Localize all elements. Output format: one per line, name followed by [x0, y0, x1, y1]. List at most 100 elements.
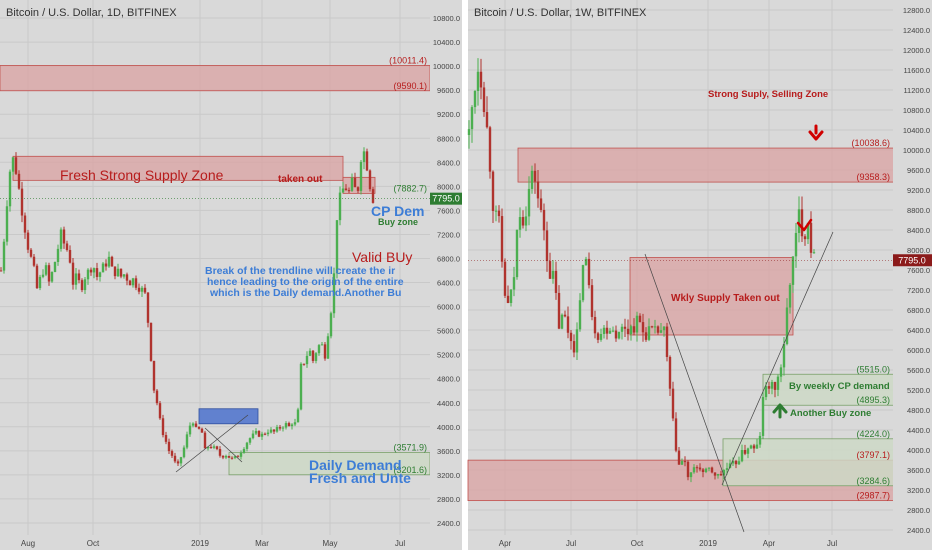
panel-divider — [462, 0, 468, 550]
y-tick-label: 10000.0 — [903, 146, 930, 155]
candle-body — [218, 449, 222, 456]
cp-demand-label: CP Dem — [371, 203, 424, 219]
candle-body — [707, 467, 711, 469]
daily-time-axis[interactable] — [0, 535, 462, 550]
candle-body — [278, 427, 282, 429]
weekly-time-axis[interactable] — [468, 535, 932, 550]
weekly-trendline — [721, 231, 834, 486]
candle-body — [242, 448, 246, 453]
daily-price-axis[interactable] — [430, 0, 462, 535]
candle-body — [158, 403, 162, 419]
candle-body — [266, 432, 270, 435]
candle-body — [527, 188, 531, 217]
candle-body — [326, 336, 330, 359]
candle-body — [716, 473, 720, 476]
candle-body — [785, 307, 789, 345]
level-label: (4224.0) — [856, 429, 890, 439]
candle-body — [248, 438, 252, 443]
candle-body — [614, 330, 618, 339]
x-tick-label: Oct — [631, 539, 644, 548]
candle-body — [149, 322, 153, 361]
daily-last-price: 7795.0 — [432, 194, 460, 204]
candle-body — [668, 356, 672, 389]
candle-body — [119, 268, 123, 277]
candle-body — [173, 455, 177, 462]
candle-body — [98, 272, 102, 277]
candle-body — [371, 189, 375, 203]
x-tick-label: Mar — [255, 539, 269, 548]
level-label: (3571.9) — [393, 443, 427, 453]
candle-body — [164, 435, 168, 442]
weekly-cp-demand-label: By weekly CP demand — [789, 381, 890, 392]
candle-body — [251, 433, 255, 439]
candle-body — [692, 467, 696, 473]
level-label: (3201.6) — [393, 465, 427, 475]
candle-body — [5, 206, 9, 242]
candle-body — [638, 315, 642, 323]
candle-body — [596, 333, 600, 340]
candle-body — [62, 229, 66, 244]
candle-body — [758, 435, 762, 445]
candle-body — [320, 344, 324, 346]
candle-body — [155, 390, 159, 404]
candle-body — [17, 173, 21, 189]
candle-body — [140, 287, 144, 292]
candle-body — [572, 341, 576, 353]
candle-body — [743, 450, 747, 454]
candle-body — [626, 328, 630, 335]
candle-body — [617, 331, 621, 339]
candle-body — [545, 230, 549, 262]
y-tick-label: 2800.0 — [437, 495, 460, 504]
y-tick-label: 12800.0 — [903, 6, 930, 15]
daily-candles — [0, 147, 375, 467]
candle-body — [773, 381, 777, 390]
candle-body — [524, 216, 528, 226]
y-tick-label: 8400.0 — [437, 158, 460, 167]
wkly-supply-label: Wkly Supply Taken out — [671, 293, 780, 304]
candle-body — [632, 326, 636, 333]
candle-body — [590, 285, 594, 317]
candle-body — [533, 170, 537, 182]
y-tick-label: 10000.0 — [433, 62, 460, 71]
y-tick-label: 8800.0 — [907, 206, 930, 215]
weekly-zones — [467, 147, 931, 502]
daily-chart-panel[interactable]: 10800.0 10400.0 10000.0 9600.0 9200.0 8800.0 8… — [0, 0, 462, 550]
candle-body — [53, 261, 57, 273]
candle-body — [803, 236, 807, 240]
y-tick-label: 9200.0 — [437, 110, 460, 119]
candle-body — [32, 256, 36, 266]
candle-body — [710, 467, 714, 473]
candle-body — [497, 210, 501, 217]
candle-body — [8, 171, 12, 207]
weekly-last-price-badge: 7795.0 — [893, 254, 932, 267]
candle-body — [353, 177, 357, 188]
y-tick-label: 4800.0 — [907, 406, 930, 415]
candle-body — [674, 418, 678, 451]
candle-body — [701, 469, 705, 473]
x-tick-label: Jul — [395, 539, 405, 548]
candle-body — [329, 313, 333, 337]
candle-body — [65, 243, 69, 250]
candle-body — [476, 71, 480, 91]
trendline-note-line1: Break of the trendline will create the i… — [205, 265, 395, 277]
candle-body — [212, 446, 216, 448]
candle-body — [182, 447, 186, 458]
candle-body — [482, 87, 486, 113]
candle-body — [686, 461, 690, 478]
candle-body — [107, 256, 111, 267]
candle-body — [335, 220, 339, 274]
weekly-price-axis[interactable] — [893, 0, 932, 535]
candle-body — [731, 460, 735, 464]
weekly-chart-panel[interactable]: 12800.0 12400.0 12000.0 11600.0 11200.0 10800… — [467, 0, 932, 550]
candle-body — [689, 472, 693, 478]
y-tick-label: 11200.0 — [903, 86, 930, 95]
y-tick-label: 10800.0 — [433, 14, 460, 23]
candle-body — [698, 467, 702, 470]
candle-body — [725, 468, 729, 470]
candle-body — [752, 445, 756, 449]
candle-body — [500, 216, 504, 262]
reversal-check-icon — [796, 218, 813, 232]
y-tick-label: 5200.0 — [907, 386, 930, 395]
y-tick-label: 6000.0 — [907, 346, 930, 355]
candle-body — [782, 344, 786, 368]
